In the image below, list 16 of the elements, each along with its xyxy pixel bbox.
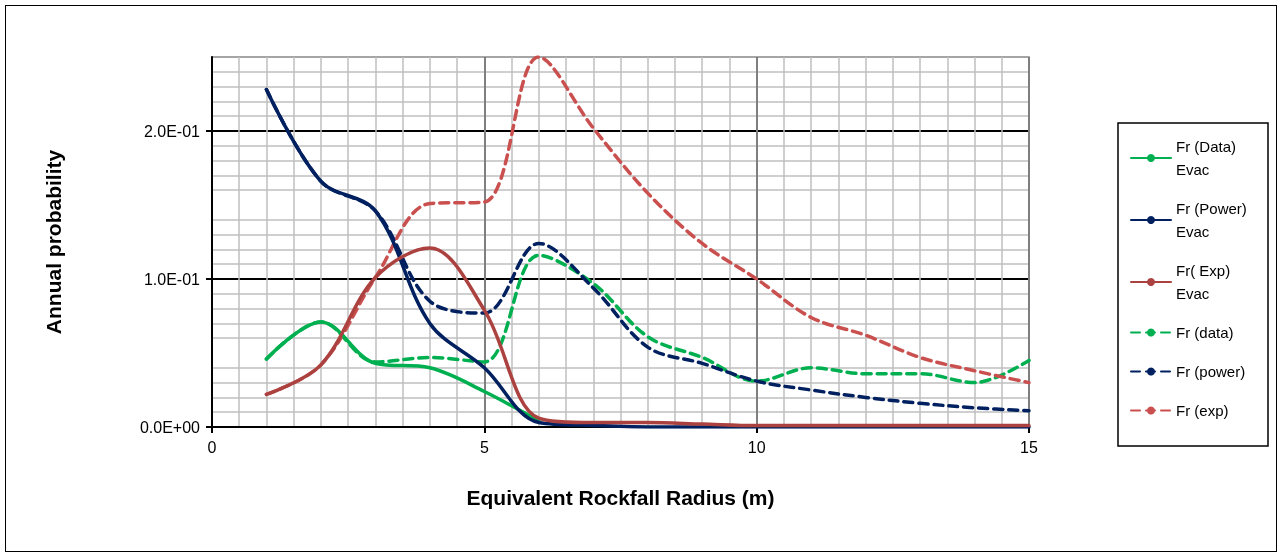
y-tick-label: 1.0E-01 xyxy=(143,270,201,288)
x-tick-label: 15 xyxy=(1020,438,1038,456)
y-axis-title: Annual probability xyxy=(42,149,65,335)
y-tick-label: 0.0E+00 xyxy=(139,418,201,436)
x-tick-label: 5 xyxy=(479,438,489,456)
legend-label: Fr (Data) Evac xyxy=(1176,138,1241,178)
y-tick-label: 2.0E-01 xyxy=(143,122,201,140)
x-axis-title: Equivalent Rockfall Radius (m) xyxy=(466,486,775,509)
x-tick-label: 0 xyxy=(207,438,217,456)
legend-label: Fr (exp) xyxy=(1176,402,1229,419)
x-tick-label: 10 xyxy=(747,438,766,456)
line-series xyxy=(264,246,1031,428)
legend-label: Fr (Power) Evac xyxy=(1176,200,1251,240)
legend-label: Fr( Exp) Evac xyxy=(1176,262,1235,302)
legend-label: Fr (power) xyxy=(1176,363,1246,380)
legend-label: Fr (data) xyxy=(1176,324,1234,341)
